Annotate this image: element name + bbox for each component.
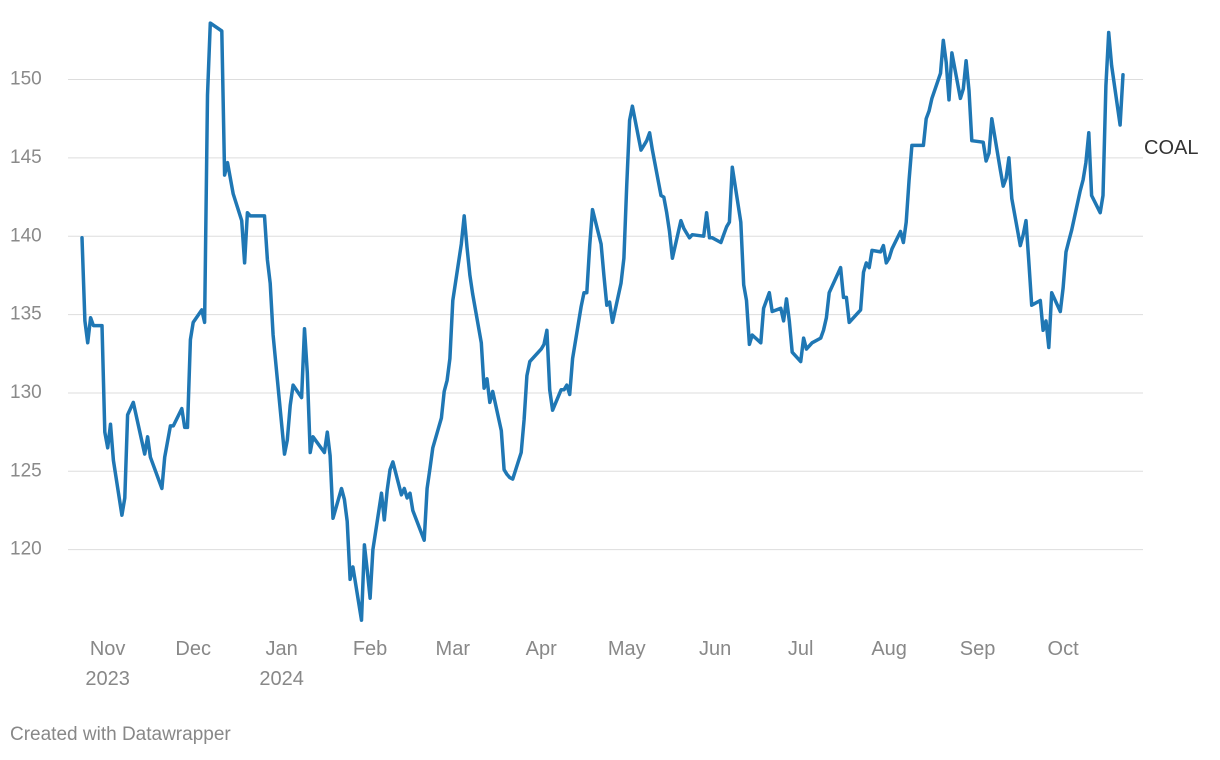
x-tick-label: May — [607, 638, 646, 660]
line — [80, 21, 1125, 622]
x-tick-label: Jun — [699, 638, 732, 660]
x-tick-label: Apr — [525, 638, 557, 660]
x-tick-label: Nov 2023 — [85, 638, 130, 690]
series-label: COAL — [1144, 137, 1198, 159]
x-tick-label: Aug — [871, 638, 907, 660]
y-tick-label: 145 — [10, 147, 42, 168]
y-tick-label: 135 — [10, 304, 42, 325]
y-tick-label: 150 — [10, 69, 42, 90]
y-tick-label: 120 — [10, 539, 42, 560]
y-tick-label: 130 — [10, 382, 42, 403]
x-tick-label: Jul — [787, 638, 814, 660]
y-tick-label: 140 — [10, 225, 42, 246]
footer: Created with Datawrapper — [10, 724, 231, 745]
x-tick-label: Feb — [352, 638, 388, 660]
x-tick-label: Jan 2024 — [259, 638, 304, 690]
x-tick-label: Mar — [435, 638, 470, 660]
y-tick-label: 125 — [10, 460, 42, 481]
x-tick-label: Oct — [1047, 638, 1079, 660]
x-tick-label: Dec — [175, 638, 211, 660]
x-tick-label: Sep — [959, 638, 996, 660]
